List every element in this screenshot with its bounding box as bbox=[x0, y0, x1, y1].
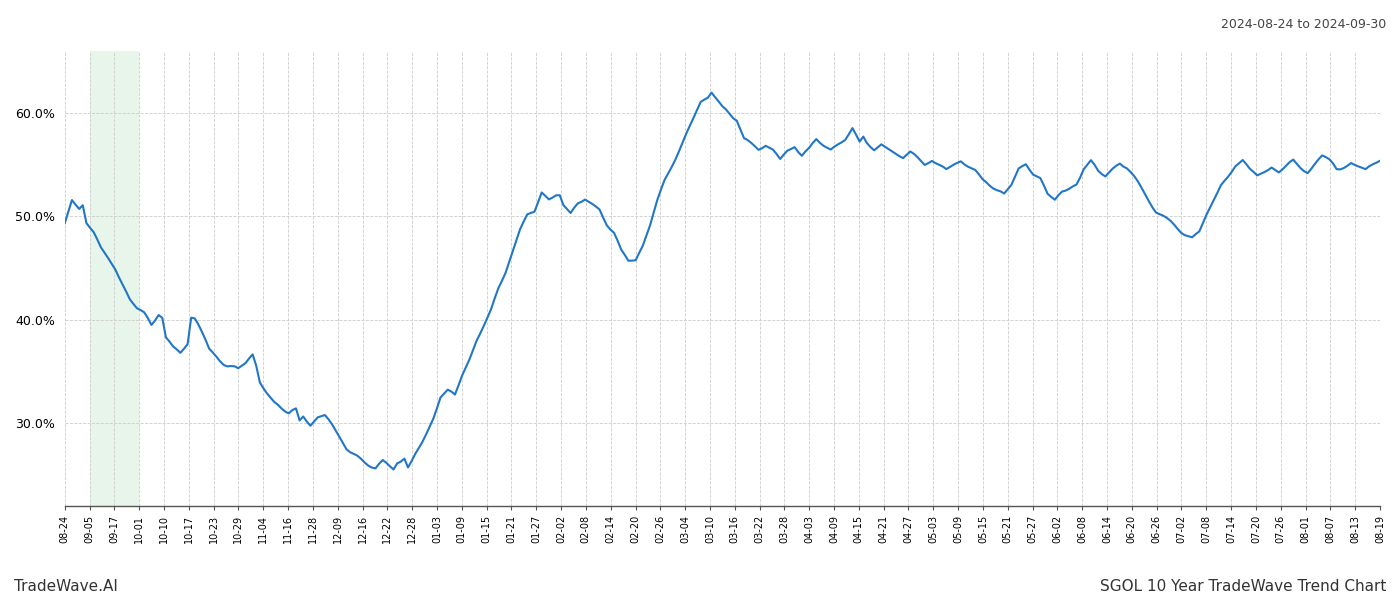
Text: TradeWave.AI: TradeWave.AI bbox=[14, 579, 118, 594]
Text: SGOL 10 Year TradeWave Trend Chart: SGOL 10 Year TradeWave Trend Chart bbox=[1099, 579, 1386, 594]
Text: 2024-08-24 to 2024-09-30: 2024-08-24 to 2024-09-30 bbox=[1221, 18, 1386, 31]
Bar bbox=[90, 51, 139, 506]
